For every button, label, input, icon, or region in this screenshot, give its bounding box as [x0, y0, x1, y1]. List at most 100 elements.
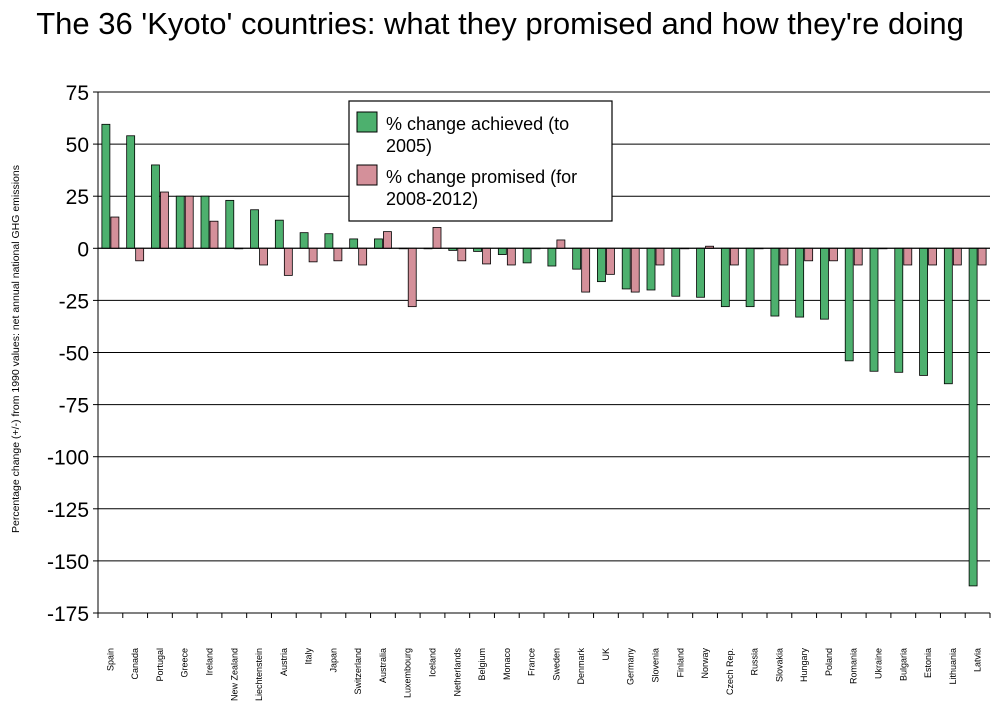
bar-achieved [919, 247, 928, 376]
y-tick-label: -125 [47, 499, 89, 522]
bar-promised [259, 247, 268, 266]
bar-promised [383, 231, 392, 249]
bar-promised [581, 247, 591, 293]
bar-achieved [720, 247, 730, 308]
bar-promised [779, 247, 789, 266]
x-tick-label: Netherlands [452, 648, 462, 697]
y-tick-label: 0 [77, 238, 89, 261]
bar-achieved [250, 209, 259, 249]
bar-promised [432, 227, 442, 249]
x-tick-label: Germany [626, 648, 636, 686]
legend-label: % change promised (for 2008-2012) [386, 167, 577, 209]
bar-promised [308, 247, 318, 263]
x-tick-label: Estonia [923, 648, 933, 678]
x-tick-labels: Spain Canada Portugal Greece Ireland New Zeal… [105, 648, 982, 702]
bar-achieved [597, 247, 606, 283]
x-tick-label: Sweden [551, 648, 561, 681]
x-tick-label: Australia [378, 648, 388, 683]
bar-achieved [299, 232, 309, 249]
bar-promised [110, 216, 120, 249]
x-tick-label: Denmark [576, 648, 586, 685]
bar-promised [804, 247, 814, 262]
bar-achieved [646, 247, 656, 291]
bar-achieved [200, 195, 210, 249]
legend-swatch [356, 111, 378, 133]
bar-achieved [869, 247, 879, 372]
bar-achieved [696, 247, 705, 298]
bar-achieved [671, 247, 681, 297]
x-tick-label: Portugal [155, 648, 165, 682]
bar-achieved [126, 135, 136, 249]
x-tick-label: France [527, 648, 537, 676]
bar-achieved [497, 247, 507, 255]
bar-promised [184, 195, 194, 249]
bar-promised [630, 247, 640, 293]
bar-achieved [101, 123, 111, 249]
bar-promised [606, 247, 615, 275]
bar-achieved [151, 164, 160, 249]
y-tick-label: -50 [59, 343, 89, 366]
bar-promised [928, 247, 937, 266]
bar-promised [903, 247, 913, 266]
bar-achieved [943, 247, 953, 385]
x-tick-label: Italy [304, 648, 314, 665]
x-tick-label: Canada [130, 648, 140, 680]
bar-achieved [572, 247, 582, 270]
bar-promised [977, 247, 987, 266]
bar-achieved [175, 195, 185, 249]
bar-achieved [522, 247, 532, 264]
x-tick-label: Ireland [205, 648, 215, 676]
bar-achieved [968, 247, 978, 587]
bar-achieved [894, 247, 904, 373]
x-tick-label: Finland [675, 648, 685, 678]
bar-achieved [770, 247, 780, 317]
x-tick-label: Poland [824, 648, 834, 676]
x-tick-label: Norway [700, 648, 710, 679]
bar-promised [283, 247, 293, 276]
x-tick-label: Slovakia [774, 648, 784, 682]
x-tick-label: Belgium [477, 648, 487, 681]
bar-promised [457, 247, 467, 262]
bar-achieved [844, 247, 854, 362]
bar-achieved [274, 219, 284, 249]
bar-achieved [225, 199, 235, 249]
bar-promised [952, 247, 962, 266]
bar-achieved [374, 238, 383, 249]
x-tick-label: Greece [180, 648, 190, 678]
bar-promised [482, 247, 491, 265]
x-tick-label: Lithuania [948, 648, 958, 685]
bar-achieved [795, 247, 805, 318]
bar-promised [556, 239, 566, 249]
bar-promised [333, 247, 343, 262]
bar-promised [729, 247, 739, 266]
y-tick-label: -75 [59, 395, 89, 418]
x-tick-label: Spain [105, 648, 115, 671]
axes [97, 92, 991, 618]
bar-promised [209, 220, 219, 249]
x-tick-label: Switzerland [353, 648, 363, 695]
bar-promised [407, 247, 417, 308]
x-tick-label: Ukraine [874, 648, 884, 679]
bar-promised [853, 247, 863, 266]
bar-promised [358, 247, 368, 266]
x-tick-label: Austria [279, 648, 289, 676]
chart-title: The 36 'Kyoto' countries: what they prom… [36, 6, 964, 41]
x-tick-label: Liechtenstein [254, 648, 264, 701]
legend-swatch [356, 164, 378, 186]
bar-promised [135, 247, 145, 262]
bar-achieved [820, 247, 829, 320]
y-tick-labels: 75 50 25 0 -25 -50 -75 -100 -125 -150 -175 [47, 82, 89, 626]
x-tick-label: Bulgaria [898, 648, 908, 681]
legend-label: % change achieved (to 2005) [386, 114, 569, 156]
x-tick-label: Latvia [973, 648, 983, 672]
x-tick-label: Czech Rep. [725, 648, 735, 695]
y-tick-label: 25 [66, 186, 89, 209]
y-tick-label: -175 [47, 603, 89, 626]
x-tick-label: Luxembourg [403, 648, 413, 698]
legend-box [348, 100, 613, 222]
x-tick-label: UK [601, 648, 611, 661]
y-tick-label: -25 [59, 290, 89, 313]
y-tick-label: -100 [47, 447, 89, 470]
bar-achieved [349, 238, 359, 249]
